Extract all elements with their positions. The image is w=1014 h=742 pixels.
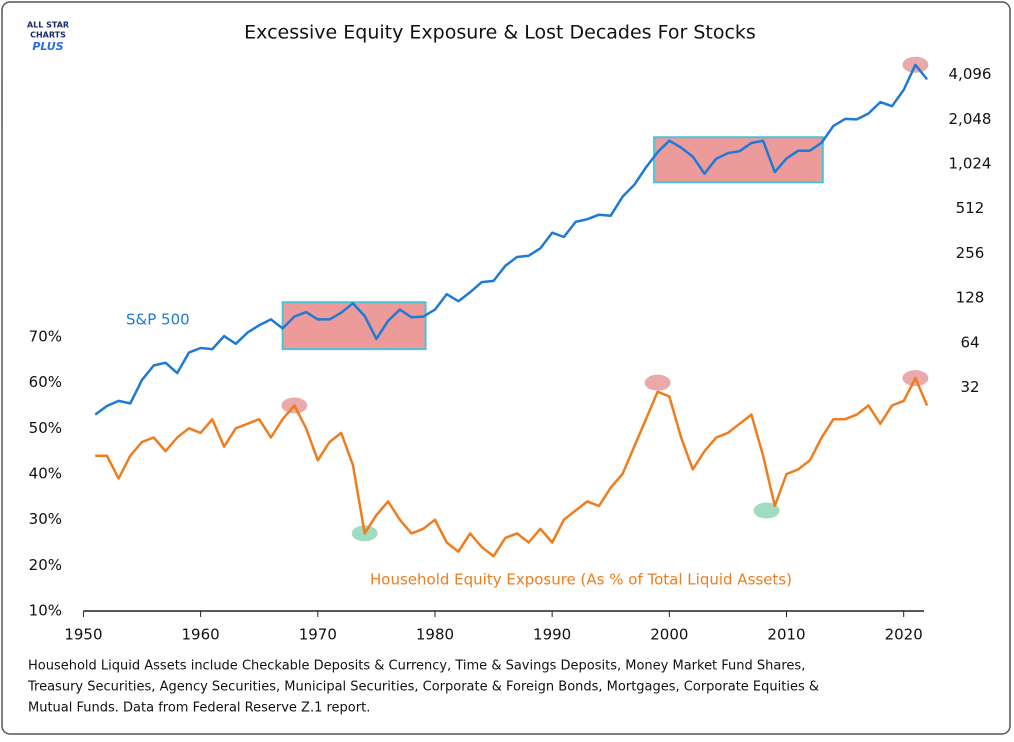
footnote: Household Liquid Assets include Checkabl… — [28, 659, 805, 674]
y2-tick-label: 64 — [960, 333, 979, 351]
x-tick-label: 1960 — [182, 626, 220, 644]
x-tick-label: 2020 — [885, 626, 923, 644]
x-tick-label: 1990 — [533, 626, 571, 644]
x-tick-label: 1980 — [416, 626, 454, 644]
y-tick-label: 50% — [29, 419, 62, 437]
logo-text: ALL STAR — [27, 21, 69, 30]
series-label: Household Equity Exposure (As % of Total… — [370, 571, 792, 589]
footnote: Mutual Funds. Data from Federal Reserve … — [28, 701, 370, 716]
y2-tick-label: 4,096 — [949, 65, 992, 83]
y2-tick-label: 512 — [956, 199, 985, 217]
chart-title: Excessive Equity Exposure & Lost Decades… — [244, 22, 756, 44]
y2-tick-label: 256 — [956, 244, 985, 262]
y2-tick-label: 32 — [960, 378, 979, 396]
y-tick-label: 40% — [29, 465, 62, 483]
y-tick-label: 60% — [29, 373, 62, 391]
marker — [644, 374, 671, 391]
highlight-box — [653, 136, 824, 184]
x-tick-label: 1970 — [299, 626, 337, 644]
series-line — [94, 63, 929, 416]
marker — [753, 502, 780, 519]
logo-text: PLUS — [32, 40, 63, 53]
series-label: S&P 500 — [126, 311, 190, 329]
highlight-box — [281, 301, 427, 351]
x-tick-label: 1950 — [64, 626, 102, 644]
y-tick-label: 20% — [29, 556, 62, 574]
x-tick-label: 2000 — [650, 626, 688, 644]
series-line — [95, 376, 929, 558]
footnote: Treasury Securities, Agency Securities, … — [27, 680, 819, 695]
x-tick-label: 2010 — [767, 626, 805, 644]
y-tick-label: 30% — [29, 510, 62, 528]
logo-text: CHARTS — [30, 31, 66, 40]
y2-tick-label: 1,024 — [949, 154, 992, 172]
y-tick-label: 70% — [29, 328, 62, 346]
y2-tick-label: 128 — [956, 289, 985, 307]
y-tick-label: 10% — [29, 602, 62, 620]
y2-tick-label: 2,048 — [949, 110, 992, 128]
